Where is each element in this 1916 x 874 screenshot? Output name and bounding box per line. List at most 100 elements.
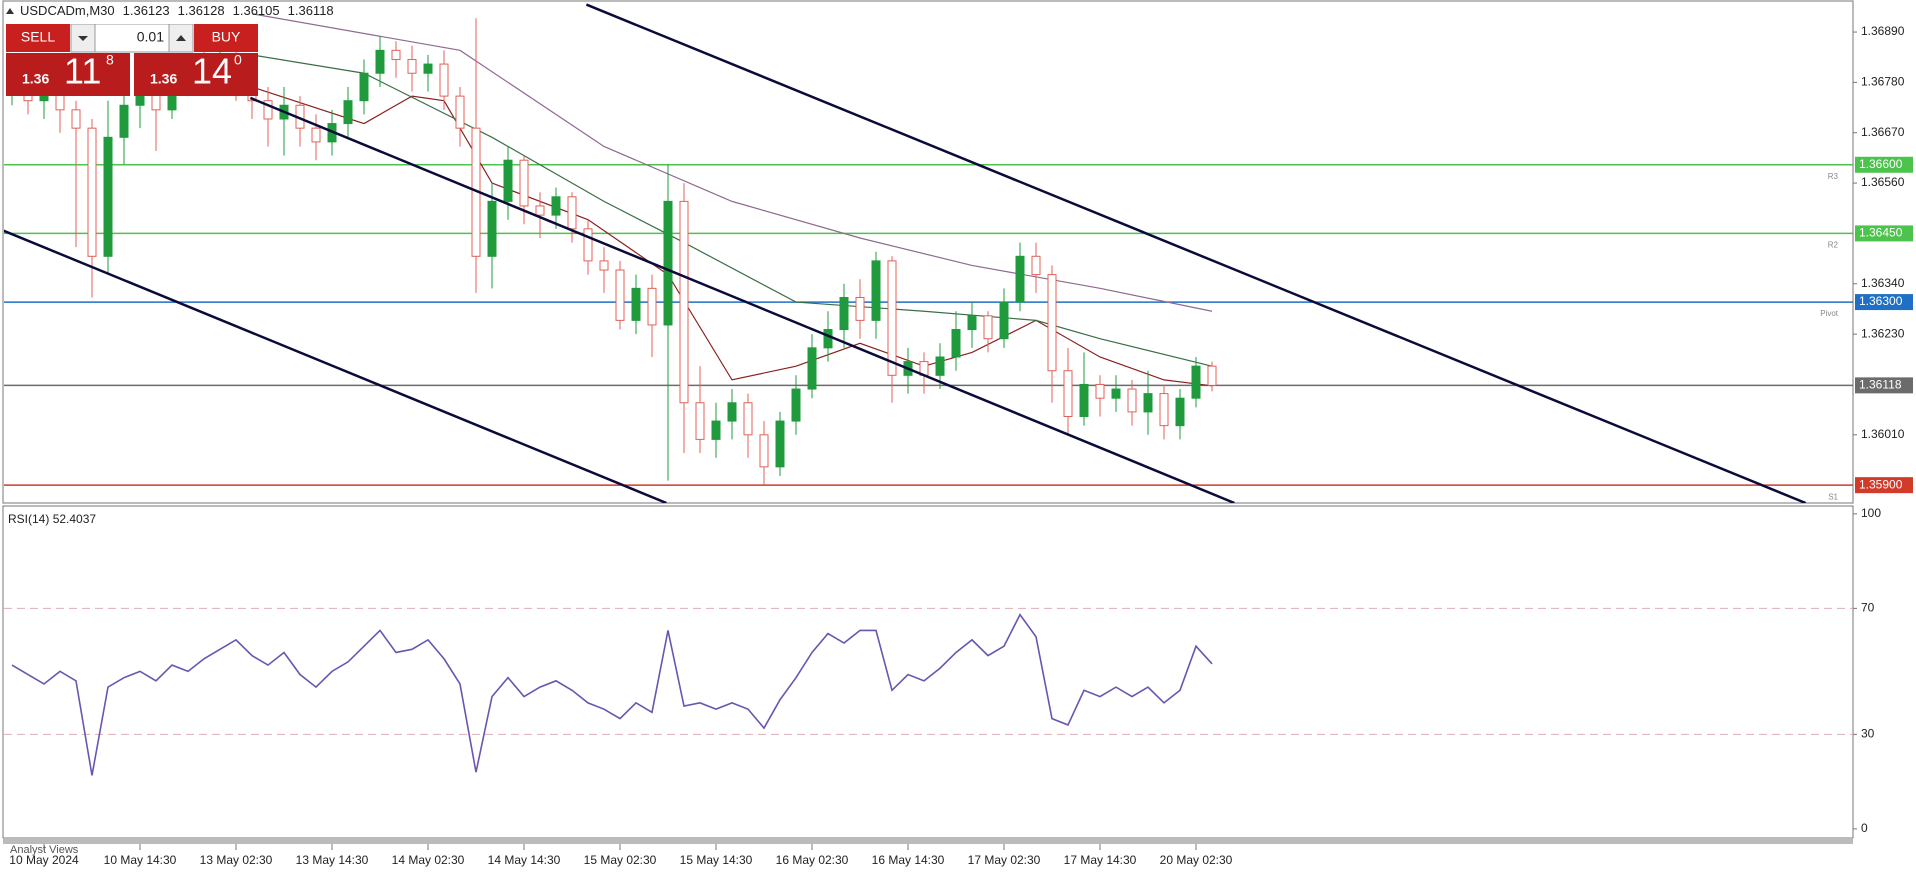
candle-body bbox=[615, 269, 625, 321]
candle-body bbox=[407, 58, 417, 74]
y-tick-label: 0 bbox=[1861, 821, 1868, 835]
price-frame bbox=[2, 0, 1854, 504]
x-tick-label: 17 May 02:30 bbox=[968, 853, 1041, 867]
candle-body bbox=[839, 296, 849, 331]
candle-body bbox=[807, 347, 817, 390]
level-tag bbox=[1855, 377, 1913, 394]
lot-field[interactable] bbox=[94, 23, 170, 53]
candle-body bbox=[663, 200, 673, 326]
x-tick-label: 13 May 02:30 bbox=[200, 853, 273, 867]
candle-body bbox=[375, 49, 385, 74]
buy-price-box[interactable] bbox=[134, 53, 258, 96]
candle-body bbox=[1047, 274, 1057, 372]
candle-body bbox=[103, 136, 113, 257]
x-tick-label: 15 May 02:30 bbox=[584, 853, 657, 867]
x-tick-label: 16 May 02:30 bbox=[776, 853, 849, 867]
candle-body bbox=[519, 159, 529, 207]
x-tick-label: 13 May 14:30 bbox=[296, 853, 369, 867]
candle-body bbox=[823, 329, 833, 349]
axes: 1.368901.367801.366701.365601.363401.362… bbox=[9, 24, 1913, 867]
tab-divider bbox=[3, 839, 1853, 844]
candle-body bbox=[455, 95, 465, 129]
candle-body bbox=[743, 402, 753, 436]
level-name: R2 bbox=[1828, 241, 1839, 250]
buy-sup: 0 bbox=[234, 52, 242, 68]
y-tick-label: 1.36890 bbox=[1861, 24, 1905, 38]
ohlc-value: 1.36128 bbox=[178, 3, 225, 18]
candle-body bbox=[71, 109, 81, 129]
level-tag-label: 1.36450 bbox=[1859, 226, 1903, 240]
y-tick-label: 1.36560 bbox=[1861, 175, 1905, 189]
ohlc-value: 1.36105 bbox=[233, 3, 280, 18]
candle-body bbox=[951, 329, 961, 358]
candle-body bbox=[391, 49, 401, 60]
candle-body bbox=[1095, 383, 1105, 399]
candle-body bbox=[599, 260, 609, 271]
buy-label: BUY bbox=[212, 29, 241, 45]
candle-body bbox=[1159, 393, 1169, 427]
rsi-title: RSI(14) 52.4037 bbox=[8, 512, 96, 526]
y-tick-label: 1.36780 bbox=[1861, 75, 1905, 89]
candle-body bbox=[679, 200, 689, 404]
sell-main: 11 bbox=[64, 51, 101, 92]
candle-body bbox=[1111, 388, 1121, 399]
candle-body bbox=[887, 260, 897, 376]
buy-button[interactable] bbox=[194, 24, 258, 52]
candle-body bbox=[583, 228, 593, 262]
candle-body bbox=[695, 402, 705, 440]
candle-body bbox=[1175, 397, 1185, 427]
level-tag bbox=[1855, 225, 1913, 242]
candle-body bbox=[1191, 365, 1201, 399]
level-tag bbox=[1855, 156, 1913, 173]
symbol-header: USDCADm,M30 1.36123 1.36128 1.36105 1.36118 bbox=[20, 3, 334, 18]
candle-body bbox=[1207, 365, 1217, 386]
channel-line bbox=[249, 96, 1235, 503]
sell-button[interactable] bbox=[6, 24, 70, 52]
candle-body bbox=[1127, 388, 1137, 413]
candle-body bbox=[423, 63, 433, 74]
candle-body bbox=[967, 315, 977, 331]
candle-body bbox=[503, 159, 513, 202]
y-tick-label: 100 bbox=[1861, 506, 1881, 520]
x-tick-label: 14 May 02:30 bbox=[392, 853, 465, 867]
trade-panel-svg: SELL 0.01 BUY 1.36 11 8 1.36 14 0 bbox=[6, 23, 258, 96]
candle-body bbox=[727, 402, 737, 422]
rsi-name: RSI(14) bbox=[8, 512, 49, 526]
sell-price-box[interactable] bbox=[6, 53, 130, 96]
candle-body bbox=[535, 205, 545, 216]
y-tick-label: 1.36340 bbox=[1861, 276, 1905, 290]
candle-body bbox=[999, 301, 1009, 340]
trade-panel: SELL 0.01 BUY 1.36 11 8 1.36 14 0 bbox=[6, 23, 258, 96]
channel-line bbox=[585, 3, 1807, 503]
collapse-icon[interactable] bbox=[6, 8, 14, 14]
bottom-tab[interactable]: Analyst Views bbox=[10, 844, 79, 856]
candle-body bbox=[551, 196, 561, 216]
candle-body bbox=[983, 315, 993, 340]
candle-body bbox=[119, 104, 129, 138]
candle-body bbox=[1015, 255, 1025, 303]
level-tag-label: 1.36300 bbox=[1859, 294, 1903, 308]
candle-body bbox=[1031, 255, 1041, 276]
symbol: USDCADm,M30 bbox=[20, 3, 115, 18]
rsi-line bbox=[11, 613, 1213, 776]
candle-body bbox=[87, 127, 97, 257]
candle-body bbox=[263, 100, 273, 120]
buy-big: 1.36 bbox=[150, 71, 177, 87]
x-tick-label: 10 May 14:30 bbox=[104, 853, 177, 867]
level-tag-label: 1.35900 bbox=[1859, 477, 1903, 491]
rsi-last: 52.4037 bbox=[53, 512, 97, 526]
candle-body bbox=[1063, 370, 1073, 417]
candle-body bbox=[759, 434, 769, 468]
level-name: Pivot bbox=[1820, 309, 1839, 318]
y-tick-label: 30 bbox=[1861, 727, 1875, 741]
x-tick-label: 15 May 14:30 bbox=[680, 853, 753, 867]
moving-average bbox=[251, 13, 1213, 312]
price-plot bbox=[4, 3, 1853, 503]
candle-body bbox=[775, 420, 785, 468]
buy-main: 14 bbox=[192, 51, 232, 92]
ohlc-value: 1.36118 bbox=[288, 3, 334, 18]
level-tag bbox=[1855, 477, 1913, 494]
candle-body bbox=[711, 420, 721, 440]
